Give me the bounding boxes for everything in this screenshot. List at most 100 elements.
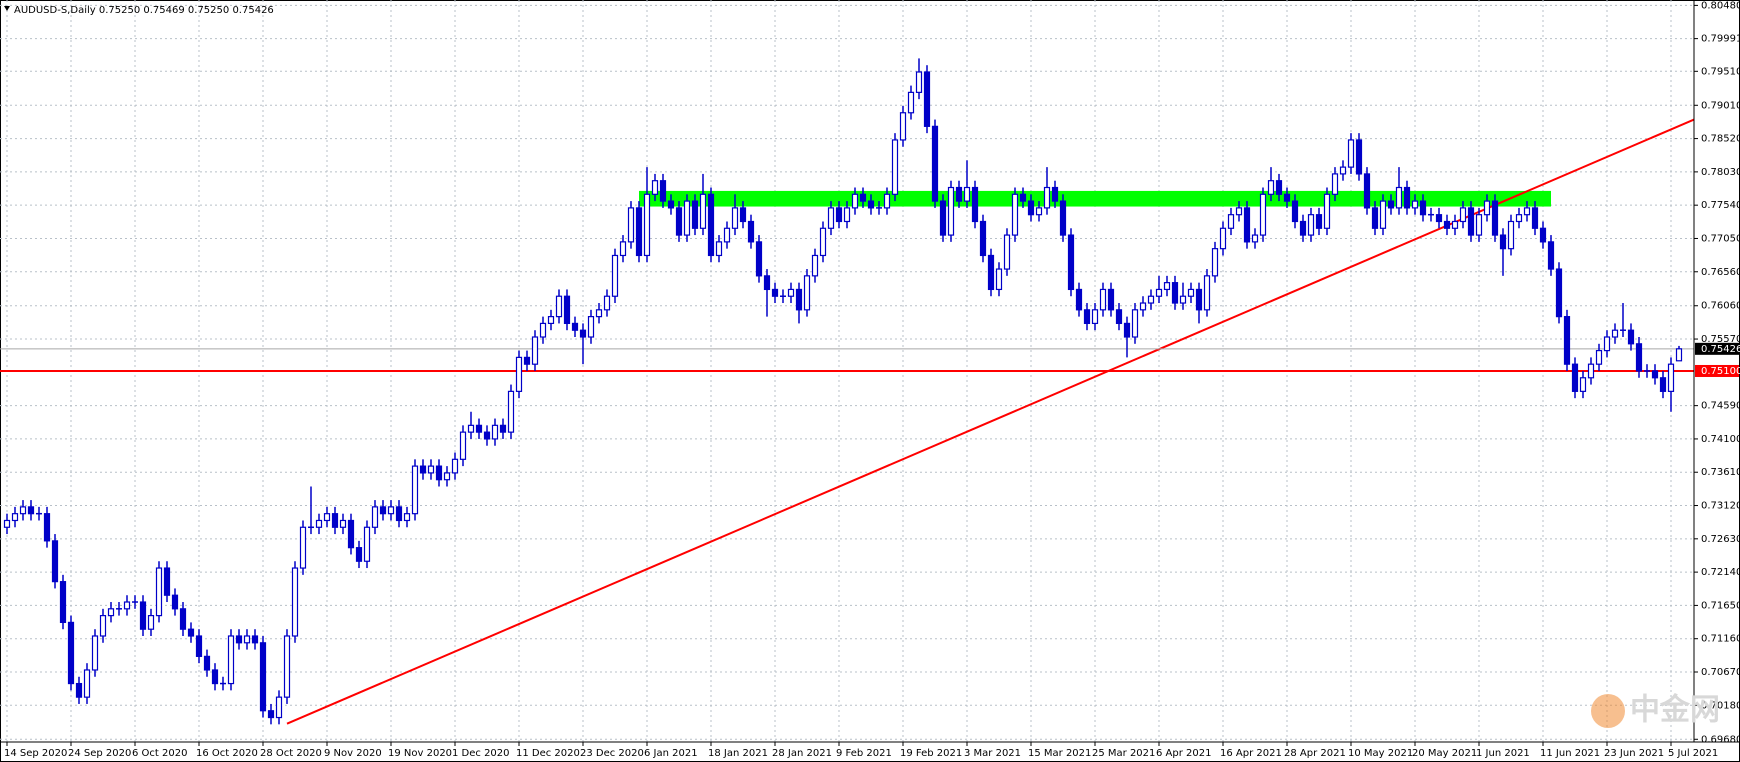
x-tick-label: 28 Apr 2021 [1284, 748, 1346, 759]
candle-body [723, 227, 731, 243]
candle-body [27, 506, 35, 515]
candle-body [1227, 214, 1235, 229]
candle-body [907, 91, 915, 114]
candle-body [43, 513, 51, 542]
x-tick-label: 24 Sep 2020 [68, 748, 131, 759]
candle-body [1235, 207, 1243, 216]
candle-body [227, 635, 235, 685]
candle-body [107, 608, 115, 617]
candle-body [699, 193, 707, 229]
price-label: 0.75426 [1701, 344, 1740, 355]
candle-body [11, 513, 19, 522]
candle-body [1211, 248, 1219, 277]
candle-body [211, 669, 219, 685]
candle-body [1147, 295, 1155, 304]
candle-body [731, 207, 739, 229]
y-tick-label: 0.77050 [1701, 233, 1740, 244]
candle-body [1331, 173, 1339, 195]
overlay [0, 118, 1695, 725]
candle-body [19, 506, 27, 515]
candle-body [811, 254, 819, 277]
candle-body [203, 655, 211, 671]
candle-body [443, 472, 451, 481]
candle-body [707, 193, 715, 257]
candle-body [579, 329, 587, 338]
candle-body [1291, 200, 1299, 223]
candle-body [795, 288, 803, 311]
candle-body [843, 207, 851, 223]
candle-body [435, 465, 443, 481]
candle-body [763, 275, 771, 291]
candle-body [1555, 268, 1563, 318]
y-tick-label: 0.75570 [1701, 334, 1740, 345]
y-tick-label: 0.74590 [1701, 401, 1740, 412]
candle-body [363, 526, 371, 562]
candle-body [1307, 214, 1315, 236]
candle-body [1523, 207, 1531, 216]
candles [3, 58, 1683, 725]
candle-body [1251, 234, 1259, 243]
candle-body [1027, 200, 1035, 216]
candle-body [627, 207, 635, 243]
candle-body [507, 390, 515, 433]
candle-body [1515, 214, 1523, 223]
chart-title: AUDUSD-S,Daily 0.75250 0.75469 0.75250 0… [14, 5, 274, 16]
candle-body [1099, 288, 1107, 311]
candle-body [163, 567, 171, 596]
candle-body [1083, 309, 1091, 325]
x-tick-label: 28 Oct 2020 [260, 748, 322, 759]
x-tick-label: 6 Apr 2021 [1156, 748, 1211, 759]
x-tick-label: 14 Sep 2020 [4, 748, 67, 759]
candle-body [587, 316, 595, 338]
candle-body [931, 125, 939, 202]
candle-body [755, 241, 763, 277]
candle-body [1571, 363, 1579, 392]
candle-body [1003, 234, 1011, 270]
y-tick-label: 0.73610 [1701, 467, 1740, 478]
candle-body [379, 506, 387, 515]
candle-body [387, 506, 395, 515]
candle-body [1443, 220, 1451, 229]
candle-body [987, 254, 995, 291]
candle-body [1363, 173, 1371, 209]
candle-body [1043, 186, 1051, 209]
candle-body [427, 465, 435, 474]
candle-body [619, 241, 627, 257]
candle-body [1323, 193, 1331, 229]
candle-body [571, 322, 579, 331]
candle-body [611, 254, 619, 297]
candle-body [451, 458, 459, 474]
candle-body [747, 220, 755, 243]
candle-body [603, 295, 611, 311]
candle-body [1475, 214, 1483, 236]
y-tick-label: 0.71650 [1701, 600, 1740, 611]
x-tick-label: 1 Dec 2020 [452, 748, 510, 759]
resistance-zone [639, 190, 1551, 207]
y-tick-label: 0.78030 [1701, 167, 1740, 178]
candle-body [515, 356, 523, 392]
candle-body [539, 322, 547, 338]
candle-body [883, 193, 891, 209]
candle-body [411, 465, 419, 515]
x-tick-label: 23 Dec 2020 [580, 748, 644, 759]
candle-body [1419, 200, 1427, 216]
candle-body [1091, 309, 1099, 325]
y-tick-label: 0.76560 [1701, 267, 1740, 278]
x-tick-label: 18 Jan 2021 [708, 748, 768, 759]
x-tick-label: 16 Oct 2020 [196, 748, 258, 759]
candle-body [83, 669, 91, 698]
candle-body [955, 186, 963, 202]
candle-body [891, 139, 899, 195]
title-icon [4, 6, 10, 11]
candle-body [483, 431, 491, 440]
candle-body [235, 635, 243, 644]
candle-body [563, 295, 571, 325]
candle-body [1243, 207, 1251, 243]
y-tick-label: 0.70670 [1701, 667, 1740, 678]
y-tick-label: 0.80480 [1701, 0, 1740, 11]
candle-body [979, 220, 987, 257]
candle-body [1179, 295, 1187, 304]
